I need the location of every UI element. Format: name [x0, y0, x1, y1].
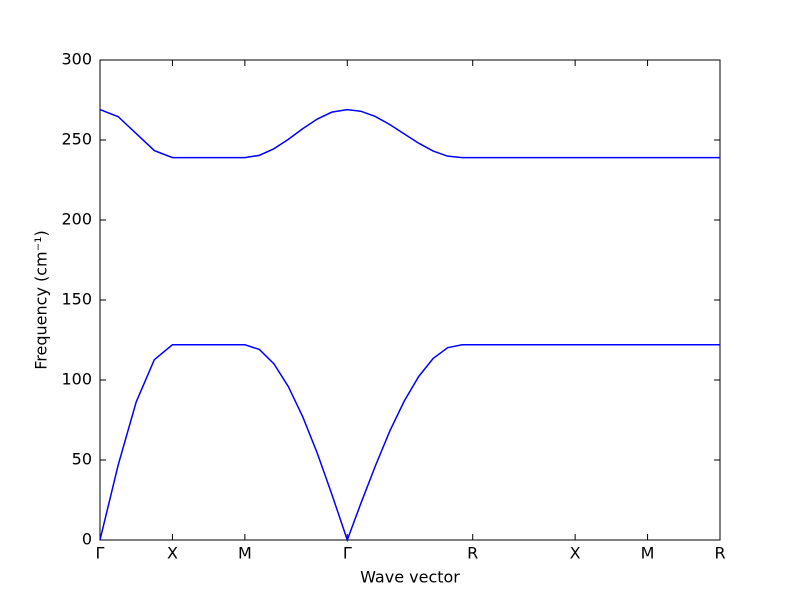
x-tick-label: Γ	[343, 544, 352, 563]
plot-frame	[99, 59, 721, 541]
y-tick-label: 250	[61, 130, 92, 149]
x-tick-label: R	[714, 544, 725, 563]
x-tick-label: M	[238, 544, 252, 563]
y-tick-label: 0	[82, 530, 92, 549]
y-tick-label: 50	[72, 450, 92, 469]
x-tick-label: R	[467, 544, 478, 563]
y-tick-label: 200	[61, 210, 92, 229]
y-tick-label: 150	[61, 290, 92, 309]
y-tick-label: 300	[61, 50, 92, 69]
x-tick-label: M	[641, 544, 655, 563]
band-line	[99, 344, 720, 543]
y-axis-label: Frequency (cm⁻¹)	[32, 230, 51, 369]
x-tick-label: X	[570, 544, 581, 563]
band-line	[99, 108, 720, 159]
x-tick-label: X	[167, 544, 178, 563]
x-axis-label: Wave vector	[360, 568, 460, 587]
y-tick-label: 100	[61, 370, 92, 389]
x-tick-label: Γ	[96, 544, 105, 563]
